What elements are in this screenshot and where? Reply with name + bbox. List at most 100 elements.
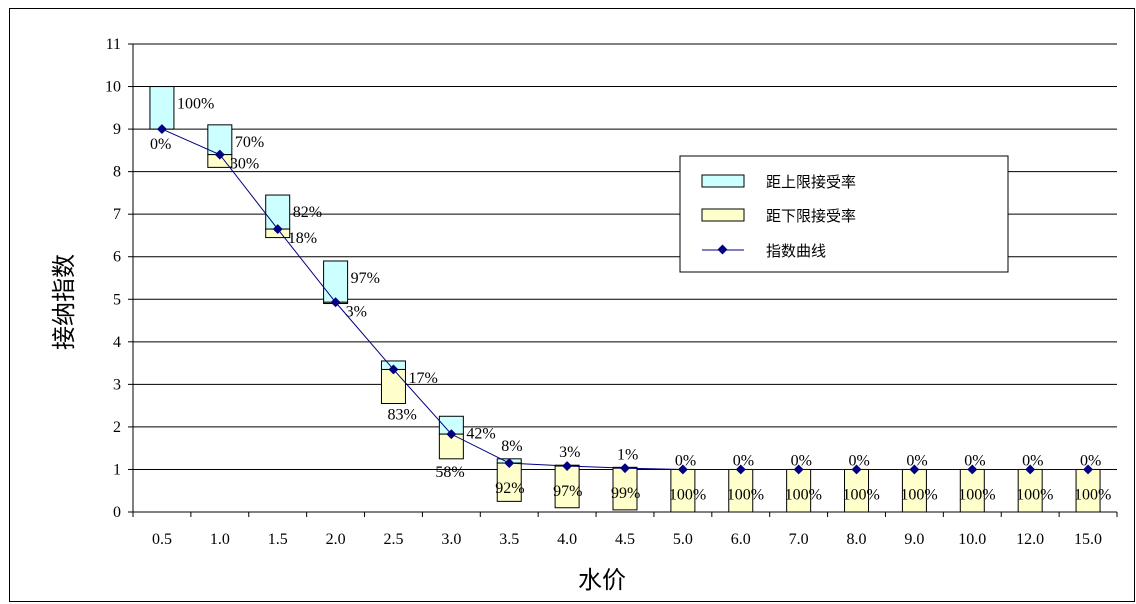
index-point-6.0	[735, 464, 746, 475]
x-tick-label-0.5: 0.5	[152, 531, 172, 548]
upper-rate-label-1.5: 82%	[293, 204, 322, 221]
lower-rate-label-9.0: 100%	[900, 486, 937, 503]
y-tick-label-8: 8	[113, 164, 121, 181]
index-point-10.0	[967, 464, 978, 475]
x-tick-label-8.0: 8.0	[847, 531, 867, 548]
index-point-5.0	[677, 464, 688, 475]
upper-rate-label-0.5: 100%	[177, 96, 214, 113]
lower-bar-4.5	[612, 467, 638, 511]
x-tick-label-4.5: 4.5	[615, 531, 635, 548]
index-point-1.5	[272, 224, 283, 235]
index-point-4.0	[562, 461, 573, 472]
x-tick-label-6.0: 6.0	[731, 531, 751, 548]
upper-rate-label-5.0: 0%	[675, 452, 696, 469]
lower-bar-12.0	[1017, 468, 1043, 513]
lower-bar-6.0	[728, 468, 754, 513]
y-tick-label-10: 10	[105, 79, 121, 96]
index-point-7.0	[793, 464, 804, 475]
legend-curve-marker	[717, 244, 728, 255]
y-tick-label-1: 1	[113, 461, 121, 478]
index-point-2.5	[388, 364, 399, 375]
upper-bar-2.0	[323, 260, 349, 303]
x-tick-label-2.0: 2.0	[326, 531, 346, 548]
x-tick-label-3.0: 3.0	[441, 531, 461, 548]
index-point-3.0	[446, 429, 457, 440]
legend: 距上限接受率 距下限接受率 指数曲线	[679, 155, 1009, 273]
bars	[149, 86, 1101, 513]
legend-lower-swatch	[701, 208, 745, 222]
axes: 0 1 2 3 4 5 6 7 8 9 10 11 0.5 1.0 1.5 2.0 2.5 3.0 3.5 4.0 4.…	[105, 36, 1118, 548]
index-point-3.5	[504, 458, 515, 469]
y-tick-label-0: 0	[113, 504, 121, 521]
y-tick-label-11: 11	[106, 36, 121, 53]
lower-rate-label-7.0: 100%	[785, 486, 822, 503]
lower-rate-label-1.5: 18%	[288, 230, 317, 247]
legend-upper-swatch	[701, 174, 745, 188]
legend-lower-label: 距下限接受率	[766, 207, 856, 225]
lower-bar-7.0	[786, 468, 812, 513]
upper-bar-0.5	[149, 86, 175, 130]
lower-rate-label-4.0: 97%	[553, 483, 582, 500]
x-tick-label-5.0: 5.0	[673, 531, 693, 548]
upper-rate-label-10.0: 0%	[964, 452, 985, 469]
x-tick-label-2.5: 2.5	[383, 531, 403, 548]
upper-rate-label-2.5: 17%	[408, 370, 437, 387]
upper-rate-label-9.0: 0%	[906, 452, 927, 469]
lower-bar-3.5	[496, 462, 522, 502]
lower-rate-label-2.5: 83%	[387, 407, 416, 424]
upper-rate-label-12.0: 0%	[1022, 452, 1043, 469]
index-point-8.0	[851, 464, 862, 475]
legend-curve-label: 指数曲线	[766, 242, 826, 260]
upper-bar-1.5	[265, 194, 291, 230]
lower-rate-label-0.5: 0%	[150, 136, 171, 153]
upper-rate-label-3.0: 42%	[466, 425, 495, 442]
x-tick-label-12.0: 12.0	[1016, 531, 1044, 548]
y-tick-label-9: 9	[113, 121, 121, 138]
lower-rate-label-2.0: 3%	[346, 303, 367, 320]
x-tick-label-7.0: 7.0	[789, 531, 809, 548]
upper-rate-label-2.0: 97%	[351, 270, 380, 287]
lower-rate-label-3.0: 58%	[435, 464, 464, 481]
index-point-4.5	[620, 463, 630, 474]
index-point-9.0	[909, 464, 920, 475]
x-tick-label-15.0: 15.0	[1074, 531, 1102, 548]
lower-bar-10.0	[959, 468, 985, 513]
lower-rate-label-10.0: 100%	[958, 486, 995, 503]
data-labels: 100% 0% 70% 30% 82% 18% 97% 3% 17% 83% 42% 58% 8% 92%…	[150, 96, 1111, 504]
index-curve	[156, 124, 1094, 475]
x-tick-label-4.0: 4.0	[557, 531, 577, 548]
x-tick-label-1.0: 1.0	[210, 531, 230, 548]
upper-rate-label-8.0: 0%	[849, 452, 870, 469]
upper-rate-label-7.0: 0%	[791, 452, 812, 469]
index-point-15.0	[1083, 464, 1094, 475]
lower-bar-2.5	[380, 368, 406, 405]
x-tick-label-1.5: 1.5	[268, 531, 288, 548]
lower-rate-label-3.5: 92%	[495, 480, 524, 497]
lower-rate-label-4.5: 99%	[611, 485, 640, 502]
x-tick-label-9.0: 9.0	[904, 531, 924, 548]
y-tick-label-4: 4	[113, 334, 121, 351]
lower-rate-label-8.0: 100%	[843, 486, 880, 503]
index-point-12.0	[1025, 464, 1036, 475]
lower-rate-label-12.0: 100%	[1016, 486, 1053, 503]
y-tick-label-5: 5	[113, 291, 121, 308]
lower-bar-4.0	[554, 465, 580, 509]
upper-rate-label-15.0: 0%	[1080, 452, 1101, 469]
lower-rate-label-5.0: 100%	[669, 486, 706, 503]
y-axis-title: 接纳指数	[50, 254, 78, 350]
upper-rate-label-1.0: 70%	[235, 134, 264, 151]
x-axis-title: 水价	[578, 566, 626, 594]
upper-bar-1.0	[207, 124, 233, 156]
lower-rate-label-1.0: 30%	[230, 156, 259, 173]
lower-rate-label-6.0: 100%	[727, 486, 764, 503]
x-tick-label-10.0: 10.0	[958, 531, 986, 548]
chart-frame	[9, 8, 1135, 602]
index-point-2.0	[330, 297, 341, 308]
y-tick-label-7: 7	[113, 206, 121, 223]
legend-upper-label: 距上限接受率	[766, 173, 856, 191]
upper-rate-label-4.0: 3%	[559, 444, 580, 461]
lower-rate-label-15.0: 100%	[1074, 486, 1111, 503]
index-point-0.5	[156, 124, 167, 135]
upper-rate-label-3.5: 8%	[501, 438, 522, 455]
